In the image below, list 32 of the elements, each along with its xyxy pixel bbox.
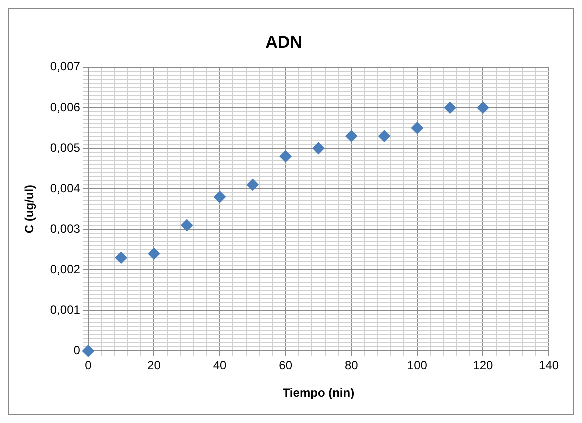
- x-tick-label: 20: [148, 358, 162, 373]
- y-axis-title: C (ug/ul): [22, 184, 37, 234]
- point: [312, 142, 325, 154]
- point: [378, 130, 391, 142]
- point: [477, 102, 490, 114]
- y-tick-label: 0,007: [50, 60, 81, 74]
- y-tick-label: 0,002: [50, 262, 81, 276]
- point: [280, 150, 292, 163]
- x-tick-label: 120: [473, 358, 494, 373]
- point: [148, 248, 160, 260]
- point: [82, 345, 94, 358]
- point: [181, 220, 194, 232]
- chart-title: ADN: [266, 32, 302, 52]
- y-tick-label: 0,003: [50, 222, 81, 236]
- point: [411, 122, 424, 134]
- x-tick-label: 0: [85, 358, 92, 373]
- point: [246, 178, 259, 191]
- x-tick-label: 140: [538, 358, 560, 373]
- x-tick-label: 40: [213, 358, 228, 373]
- x-tick-label: 100: [407, 358, 428, 373]
- x-axis-title: Tiempo (nin): [282, 386, 355, 400]
- point: [444, 102, 456, 114]
- y-tick-label: 0,005: [50, 140, 81, 155]
- y-tick-label: 0,004: [50, 181, 81, 196]
- x-tick-label: 80: [344, 358, 359, 373]
- point: [115, 252, 128, 264]
- y-tick-label: 0,001: [50, 302, 81, 317]
- x-tick-label: 60: [279, 358, 293, 373]
- y-tick-label: 0: [74, 344, 81, 358]
- y-tick-label: 0,006: [50, 100, 81, 114]
- point: [346, 130, 358, 142]
- point: [214, 191, 226, 204]
